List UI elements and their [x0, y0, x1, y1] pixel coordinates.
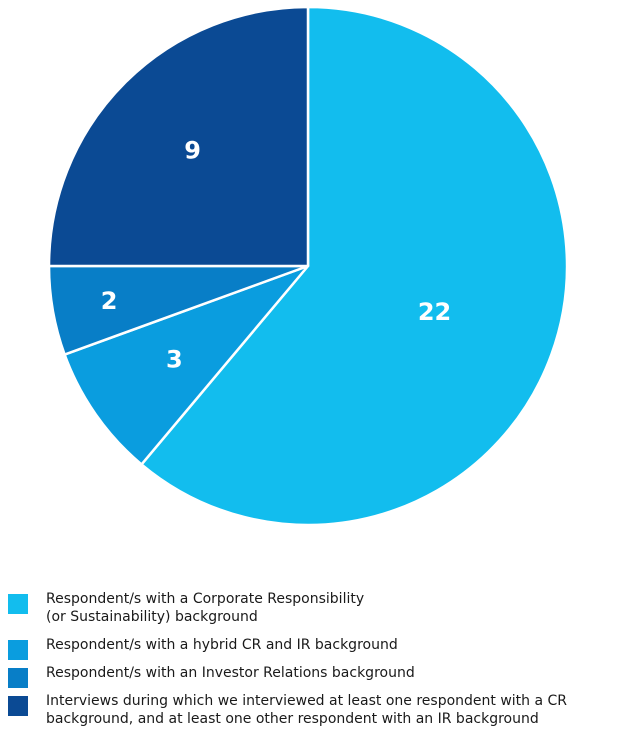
pie-slice-value-label: 22 — [418, 298, 451, 326]
legend-item: Respondent/s with a hybrid CR and IR bac… — [8, 636, 620, 660]
legend-swatch — [8, 594, 28, 614]
pie-slice — [63, 264, 310, 466]
pie-slice — [47, 5, 310, 268]
pie-slice-value-label: 3 — [166, 346, 183, 374]
pie-slice-value-label: 9 — [184, 137, 201, 165]
legend-swatch — [8, 668, 28, 688]
pie-slices — [47, 5, 569, 527]
legend-swatch — [8, 640, 28, 660]
legend-item: Respondent/s with an Investor Relations … — [8, 664, 620, 688]
legend-label: Respondent/s with a Corporate Responsibi… — [46, 591, 365, 625]
legend-item: Respondent/s with a Corporate Responsibi… — [8, 590, 620, 626]
legend-label: Interviews during which we interviewed a… — [46, 693, 568, 727]
legend: Respondent/s with a Corporate Responsibi… — [8, 590, 620, 738]
pie-slice — [140, 5, 569, 527]
legend-swatch — [8, 696, 28, 716]
legend-label: Respondent/s with an Investor Relations … — [46, 665, 415, 681]
pie-chart: 22 3 2 9 — [47, 5, 569, 527]
legend-item: Interviews during which we interviewed a… — [8, 692, 620, 728]
pie-slice-value-label: 2 — [101, 287, 118, 315]
legend-label: Respondent/s with a hybrid CR and IR bac… — [46, 637, 398, 653]
pie-data-labels: 22 3 2 9 — [101, 137, 452, 374]
